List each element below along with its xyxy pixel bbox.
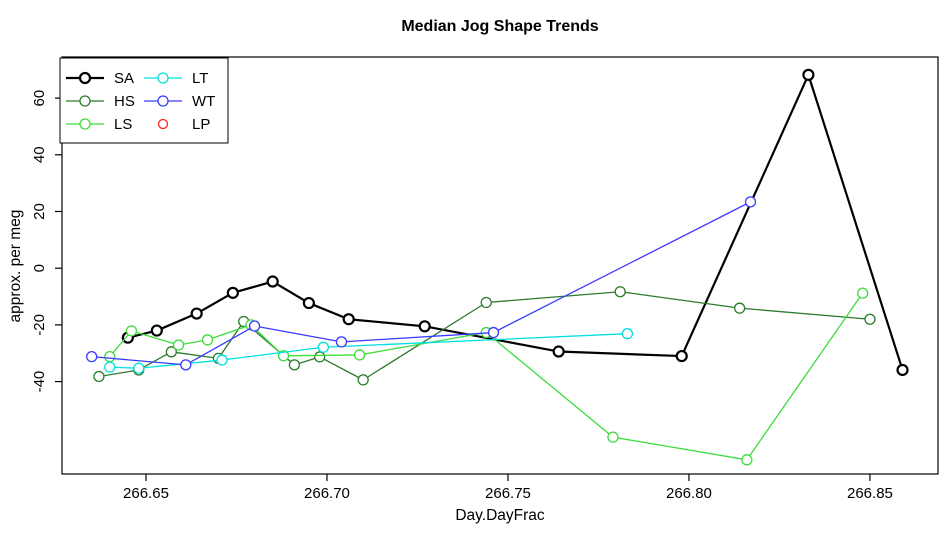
series-line-SA: [127, 73, 904, 371]
data-point-LS: [353, 349, 366, 361]
legend-item-SA: SA: [66, 70, 134, 87]
x-tick-label: 266.80: [666, 485, 712, 502]
x-tick-label: 266.65: [123, 485, 169, 502]
data-point-LS: [857, 287, 869, 299]
data-point-LT: [317, 341, 330, 353]
y-tick-label: -40: [31, 371, 48, 393]
plot-border: [61, 56, 939, 475]
series-WT: [86, 196, 757, 371]
legend-marker-LP: [157, 118, 169, 130]
data-point-HS: [288, 359, 301, 371]
legend-label-LP: LP: [192, 116, 210, 133]
data-point-HS: [864, 313, 876, 325]
y-tick-label: -20: [31, 314, 48, 336]
legend-item-WT: WT: [144, 93, 215, 110]
series-line-WT: [91, 201, 751, 366]
data-point-SA: [675, 349, 688, 363]
legend: SA HS LS LT WT LP: [59, 57, 229, 144]
legend-marker-SA: [78, 71, 92, 85]
legend-label-HS: HS: [114, 93, 135, 110]
data-point-SA: [302, 296, 315, 310]
series-LT: [104, 328, 634, 374]
legend-label-WT: WT: [192, 93, 215, 110]
axes: 266.65 266.70 266.75 266.80 266.85 -40 -20 0 20 4…: [31, 90, 893, 502]
data-point-LS: [125, 325, 138, 337]
legend-label-LS: LS: [114, 116, 132, 133]
series-line-HS: [98, 291, 871, 381]
data-point-LT: [133, 362, 145, 374]
y-axis-title: approx. per meg: [7, 210, 24, 323]
data-point-LS: [741, 454, 753, 466]
legend-marker-HS: [79, 95, 91, 107]
data-point-LS: [277, 350, 290, 362]
data-point-WT: [248, 320, 261, 332]
data-point-SA: [896, 363, 909, 377]
series-line-LS: [109, 292, 864, 461]
data-point-SA: [552, 345, 565, 358]
data-point-SA: [150, 324, 163, 337]
data-point-SA: [342, 313, 355, 326]
data-point-LS: [607, 431, 619, 443]
data-point-LS: [172, 339, 185, 351]
legend-marker-WT: [157, 95, 169, 107]
legend-label-LT: LT: [192, 70, 208, 87]
x-tick-label: 266.85: [847, 485, 893, 502]
data-point-SA: [418, 320, 431, 333]
data-point-HS: [614, 286, 626, 298]
data-point-HS: [93, 370, 105, 383]
data-point-HS: [314, 351, 326, 363]
series-LS: [104, 287, 869, 466]
data-point-SA: [190, 307, 203, 320]
x-axis-title: Day.DayFrac: [455, 507, 545, 524]
data-point-SA: [266, 275, 279, 288]
chart-title: Median Jog Shape Trends: [401, 18, 598, 35]
legend-label-SA: SA: [114, 70, 134, 87]
data-point-LT: [621, 328, 634, 340]
legend-item-LP: LP: [157, 116, 210, 133]
series-SA: [121, 68, 909, 377]
data-point-WT: [335, 336, 348, 348]
data-point-HS: [733, 302, 746, 314]
legend-item-LS: LS: [66, 116, 132, 133]
data-point-HS: [165, 346, 177, 358]
data-point-LT: [104, 361, 116, 373]
data-point-SA: [226, 286, 239, 299]
x-tick-label: 266.75: [485, 485, 531, 502]
legend-marker-LS: [79, 118, 91, 130]
data-point-WT: [180, 359, 192, 371]
data-point-HS: [480, 296, 492, 309]
data-point-LS: [201, 334, 214, 346]
y-tick-label: 20: [31, 203, 48, 220]
y-tick-label: 60: [31, 90, 48, 107]
data-point-LT: [216, 354, 228, 366]
y-tick-label: 0: [31, 264, 48, 272]
legend-marker-LT: [157, 72, 169, 84]
data-point-SA: [802, 68, 815, 81]
data-point-HS: [357, 374, 369, 386]
data-point-LS: [104, 350, 116, 363]
legend-item-LT: LT: [144, 70, 208, 87]
data-point-WT: [744, 196, 757, 208]
x-tick-label: 266.70: [304, 485, 350, 502]
y-tick-label: 40: [31, 146, 48, 163]
legend-item-HS: HS: [66, 93, 135, 110]
data-point-WT: [86, 350, 98, 363]
data-point-WT: [487, 326, 500, 339]
plot-area: [86, 68, 909, 466]
